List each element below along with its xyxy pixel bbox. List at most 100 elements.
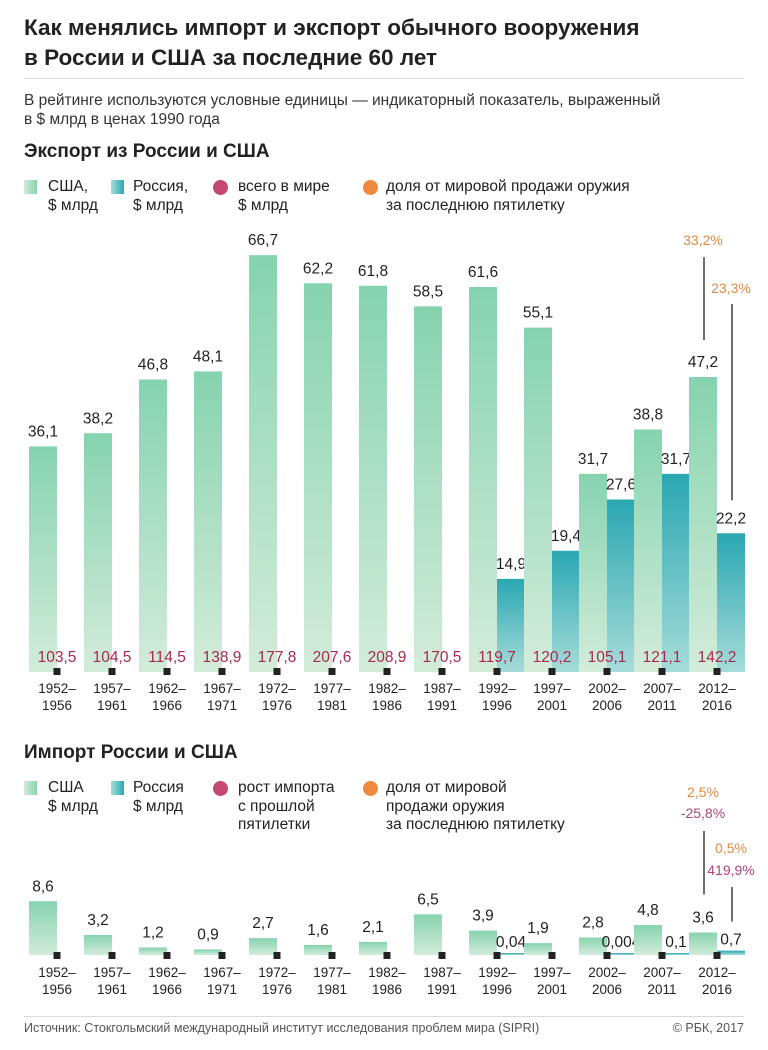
usa-bar [194,949,222,955]
legend-line: Россия, [133,178,189,195]
period-tick [163,952,171,959]
usa-value-label: 38,2 [83,410,113,427]
usa-bar [414,306,442,672]
usa-value-label: 62,2 [303,260,333,277]
legend-line: доля от мировой продажи оружия [386,178,630,195]
period-end-label: 1981 [317,698,347,713]
share-dot-icon [363,180,378,195]
period-start-label: 1952– [38,965,76,980]
legend-item-usa: США, $ млрд [48,178,98,215]
legend-item-share: доля от мировой продажи оружия за послед… [386,779,565,835]
legend-item-russia: Россия, $ млрд [133,178,188,215]
footer-divider [24,1016,744,1017]
copyright: © РБК, 2017 [672,1021,744,1035]
usa-value-label: 0,9 [197,926,219,943]
world-total-label: 208,9 [368,649,407,666]
legend-line: $ млрд [48,797,98,815]
usa-bar [414,914,442,955]
legend-line: $ млрд [238,196,288,214]
usa-value-label: 61,8 [358,263,388,280]
export-heading: Экспорт из России и США [24,141,270,162]
period-start-label: 1957– [93,681,131,696]
period-end-label: 1981 [317,982,347,997]
period-start-label: 1972– [258,965,296,980]
period-start-label: 1987– [423,681,461,696]
russia-bar [607,499,635,672]
world-total-dot-icon [213,180,228,195]
world-total-label: 207,6 [313,649,352,666]
usa-value-label: 38,8 [633,407,663,424]
usa-value-label: 3,6 [692,910,714,927]
legend-line: доля от мировой [386,779,507,796]
period-end-label: 2006 [592,982,622,997]
period-start-label: 2012– [698,965,736,980]
period-start-label: 1982– [368,681,406,696]
russia-value-label: 22,2 [716,510,746,527]
legend-line: $ млрд [48,196,98,214]
legend-line: пятилетки [238,816,311,833]
usa-value-label: 48,1 [193,348,223,365]
russia-value-label: 0,04 [496,934,527,951]
share-annotation: 2,5% [687,784,719,800]
period-end-label: 1976 [262,982,292,997]
legend-item-growth: рост импорта с прошлой пятилетки [238,779,335,835]
usa-bar [29,901,57,955]
usa-bar [359,285,387,672]
period-tick [273,952,281,959]
period-end-label: 2006 [592,698,622,713]
world-total-label: 119,7 [478,649,516,666]
world-total-label: 138,9 [203,649,242,666]
period-start-label: 1992– [478,681,516,696]
legend-line: США, [48,178,89,195]
period-tick [438,668,446,675]
period-tick [218,668,226,675]
period-start-label: 1992– [478,965,516,980]
period-tick [713,952,721,959]
period-tick [108,668,116,675]
period-start-label: 1977– [313,681,351,696]
legend-item-share: доля от мировой продажи оружия за послед… [386,178,630,215]
world-total-label: 105,1 [588,649,627,666]
usa-bar [634,925,662,955]
share-dot-icon [363,781,378,796]
period-start-label: 1957– [93,965,131,980]
usa-bar [359,941,387,955]
russia-bar [717,950,745,955]
usa-value-label: 46,8 [138,357,168,374]
period-end-label: 1971 [207,982,237,997]
period-end-label: 1991 [427,698,457,713]
period-start-label: 1962– [148,965,186,980]
usa-value-label: 1,2 [142,925,164,942]
period-start-label: 2012– [698,681,736,696]
usa-value-label: 2,1 [362,919,384,936]
legend-line: за последнюю пятилетку [386,196,565,214]
legend-line: продажи оружия [386,797,505,815]
usa-bar [304,283,332,672]
growth-annotation: 419,9% [707,862,754,878]
russia-bar [662,953,690,955]
legend-line: $ млрд [133,797,183,815]
usa-bar [249,255,277,672]
period-end-label: 2011 [647,982,676,997]
period-end-label: 1976 [262,698,292,713]
period-start-label: 2007– [643,681,681,696]
legend-line: всего в мире [238,178,330,195]
period-end-label: 1996 [482,982,512,997]
period-end-label: 1986 [372,698,402,713]
period-tick [548,668,556,675]
russia-bar [717,533,745,672]
world-total-label: 103,5 [38,649,77,666]
source-note: Источник: Стокгольмский международный ин… [24,1021,540,1035]
usa-bar [524,943,552,955]
period-tick [658,668,666,675]
usa-value-label: 2,8 [582,915,604,932]
period-start-label: 1962– [148,681,186,696]
russia-value-label: 0,1 [665,934,687,951]
period-start-label: 1977– [313,965,351,980]
period-end-label: 2011 [647,698,676,713]
period-start-label: 1972– [258,681,296,696]
world-total-label: 120,2 [533,649,572,666]
russia-value-label: 27,6 [606,477,636,494]
period-start-label: 1967– [203,681,241,696]
usa-value-label: 3,9 [472,908,494,925]
